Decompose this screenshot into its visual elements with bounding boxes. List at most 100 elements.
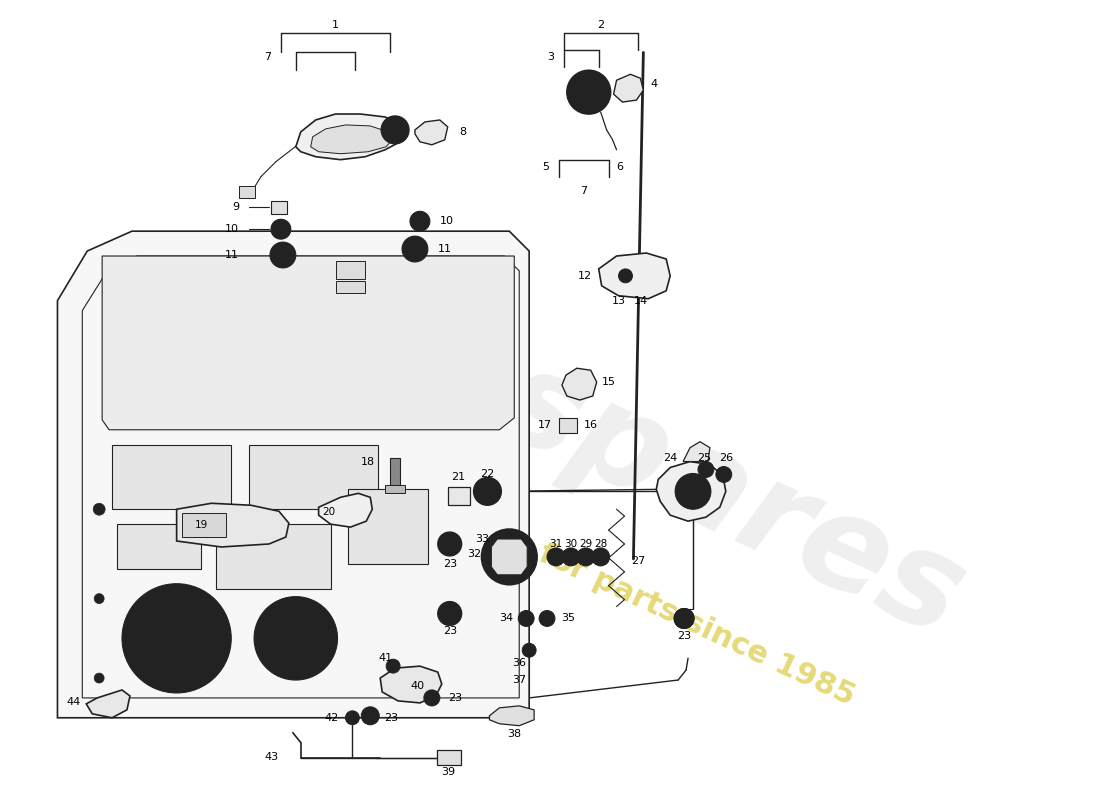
Circle shape [95, 673, 104, 683]
Circle shape [95, 594, 104, 603]
Polygon shape [310, 125, 392, 154]
Text: 5: 5 [542, 162, 549, 172]
Polygon shape [381, 666, 442, 703]
Circle shape [438, 602, 462, 626]
Text: 11: 11 [438, 244, 452, 254]
Circle shape [518, 610, 535, 626]
Bar [271, 202, 287, 214]
Circle shape [562, 548, 580, 566]
Text: 29: 29 [579, 539, 593, 549]
Text: 28: 28 [594, 539, 607, 549]
Text: 40: 40 [411, 681, 425, 691]
Circle shape [579, 82, 598, 102]
Circle shape [492, 539, 527, 574]
Circle shape [254, 597, 338, 680]
Text: 24: 24 [663, 453, 678, 462]
Text: 15: 15 [602, 377, 616, 387]
Text: 10: 10 [440, 216, 454, 226]
Circle shape [410, 211, 430, 231]
Circle shape [444, 539, 454, 549]
Text: 23: 23 [442, 626, 456, 636]
Text: 7: 7 [580, 186, 587, 197]
Text: 11: 11 [226, 250, 239, 260]
Circle shape [270, 242, 296, 268]
Bar [239, 186, 255, 198]
Text: 27: 27 [631, 556, 646, 566]
Circle shape [482, 529, 537, 585]
Bar [112, 445, 231, 510]
Text: 21: 21 [452, 473, 465, 482]
Circle shape [576, 548, 595, 566]
Text: 19: 19 [195, 520, 208, 530]
Text: 7: 7 [264, 52, 271, 62]
Bar [182, 514, 227, 537]
Text: 33: 33 [475, 534, 490, 544]
Polygon shape [492, 539, 527, 574]
Bar [249, 445, 378, 510]
Circle shape [424, 690, 440, 706]
Text: 38: 38 [507, 729, 521, 738]
Circle shape [502, 549, 517, 565]
Circle shape [539, 610, 556, 626]
Text: 35: 35 [561, 614, 575, 623]
Polygon shape [562, 368, 596, 400]
Circle shape [94, 503, 106, 515]
Text: 44: 44 [66, 697, 80, 707]
Text: 9: 9 [232, 202, 239, 212]
Circle shape [592, 548, 609, 566]
Polygon shape [57, 231, 529, 718]
Circle shape [482, 486, 494, 498]
Circle shape [566, 70, 610, 114]
Bar [437, 750, 461, 766]
Text: 14: 14 [635, 296, 648, 306]
Text: 22: 22 [481, 470, 495, 479]
Bar [448, 487, 470, 506]
Text: 30: 30 [564, 539, 578, 549]
Polygon shape [683, 442, 710, 462]
Polygon shape [415, 120, 448, 145]
Bar [349, 490, 428, 564]
Text: 6: 6 [616, 162, 624, 172]
Text: 16: 16 [584, 420, 597, 430]
Circle shape [122, 584, 231, 693]
Circle shape [386, 659, 400, 673]
Bar [390, 458, 400, 486]
Text: 26: 26 [718, 453, 733, 462]
Polygon shape [177, 503, 289, 547]
Text: 31: 31 [549, 539, 562, 549]
Text: 32: 32 [468, 549, 482, 559]
Text: 10: 10 [226, 224, 239, 234]
Text: 8: 8 [460, 127, 466, 137]
Circle shape [585, 88, 593, 96]
Polygon shape [657, 462, 726, 521]
Polygon shape [614, 74, 644, 102]
Text: 42: 42 [324, 713, 339, 722]
Polygon shape [86, 690, 130, 718]
Text: 43: 43 [265, 753, 279, 762]
Text: 13: 13 [612, 296, 626, 306]
Text: 23: 23 [442, 559, 456, 569]
Text: 3: 3 [547, 52, 554, 62]
Polygon shape [319, 494, 372, 527]
Text: 34: 34 [499, 614, 514, 623]
Text: 20: 20 [322, 507, 335, 518]
Bar [217, 524, 330, 589]
Circle shape [685, 483, 701, 499]
Circle shape [271, 219, 290, 239]
Text: 18: 18 [361, 457, 375, 466]
Circle shape [674, 609, 694, 629]
Circle shape [698, 462, 714, 478]
Polygon shape [296, 114, 405, 160]
Circle shape [444, 609, 454, 618]
Text: eurospares: eurospares [174, 196, 983, 664]
Text: 23: 23 [448, 693, 462, 703]
Text: 25: 25 [697, 453, 711, 462]
Polygon shape [102, 256, 515, 430]
Text: 39: 39 [442, 767, 455, 778]
Bar [336, 281, 365, 293]
Circle shape [618, 269, 632, 283]
Circle shape [345, 711, 360, 725]
Circle shape [473, 478, 502, 506]
Text: 4: 4 [650, 79, 658, 90]
Polygon shape [490, 706, 535, 726]
